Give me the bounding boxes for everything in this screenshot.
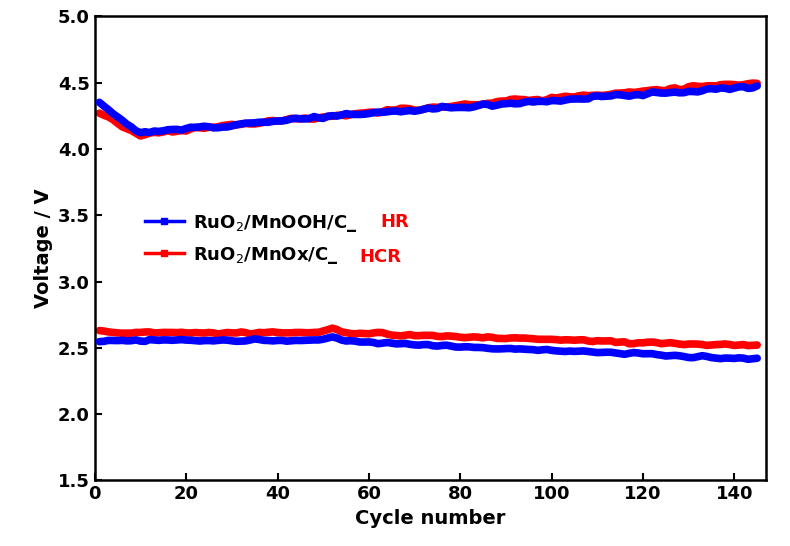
Legend: RuO$_2$/MnOOH/C_, RuO$_2$/MnOx/C_: RuO$_2$/MnOOH/C_, RuO$_2$/MnOx/C_ [137, 205, 365, 273]
X-axis label: Cycle number: Cycle number [356, 509, 506, 528]
Text: HCR: HCR [359, 248, 401, 266]
Y-axis label: Voltage / V: Voltage / V [33, 188, 52, 308]
Text: HR: HR [380, 212, 408, 230]
